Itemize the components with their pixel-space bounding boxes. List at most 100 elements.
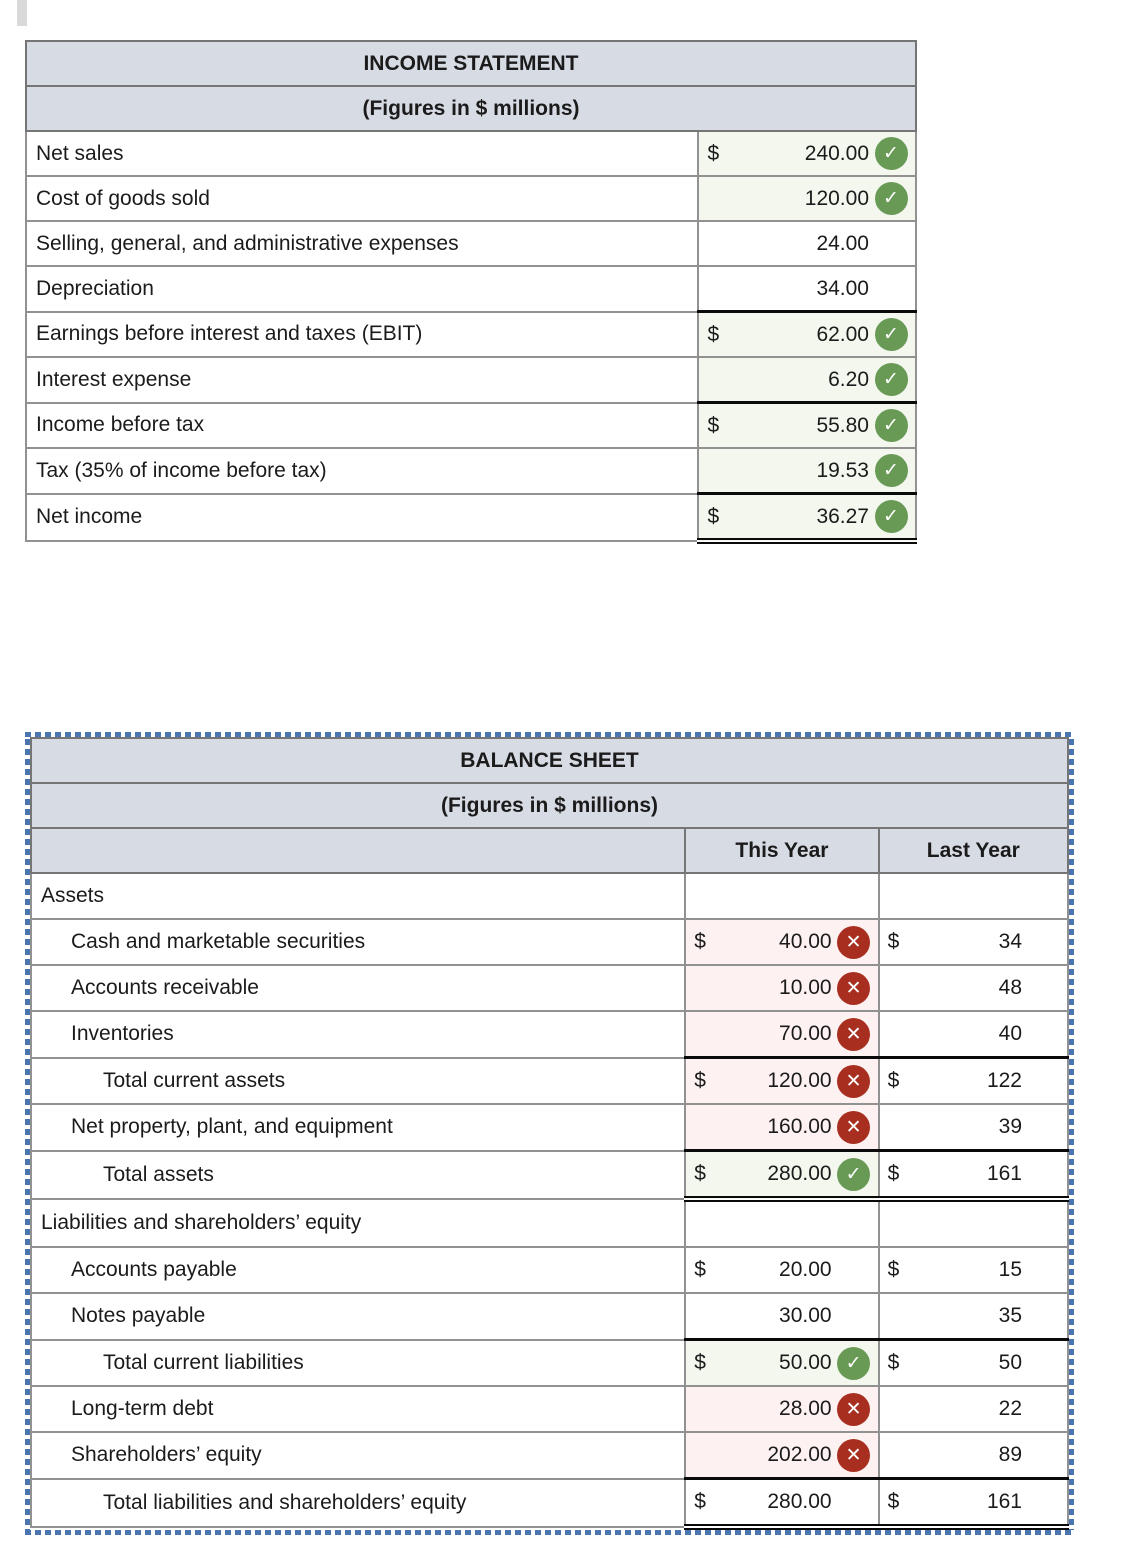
status-icon-box bbox=[837, 1253, 871, 1287]
income-statement-subtitle: (Figures in $ millions) bbox=[25, 85, 917, 132]
this-year-cell[interactable]: 70.00 ✕ bbox=[684, 1010, 880, 1059]
value-cell[interactable]: $ 55.80 ✓ bbox=[697, 401, 917, 449]
value-cell[interactable]: 19.53 ✓ bbox=[697, 447, 917, 495]
this-year-cell[interactable]: $ 280.00 ✓ bbox=[684, 1149, 880, 1202]
last-year-cell: $ 161 bbox=[877, 1477, 1070, 1530]
income-statement-table: INCOME STATEMENT (Figures in $ millions)… bbox=[24, 40, 917, 544]
row-label: Cash and marketable securities bbox=[29, 918, 687, 966]
amount: 50 bbox=[998, 1351, 1022, 1374]
amount: 48 bbox=[998, 976, 1022, 999]
status-icon-box: ✕ bbox=[837, 971, 871, 1005]
balance-sheet-selection-region: BALANCE SHEET (Figures in $ millions) Th… bbox=[25, 732, 1074, 1535]
x-icon: ✕ bbox=[837, 1064, 871, 1098]
dollar-sign: $ bbox=[887, 1069, 900, 1092]
last-year-cell: 35 bbox=[877, 1292, 1070, 1341]
dollar-sign: $ bbox=[694, 930, 706, 953]
row-label: Net property, plant, and equipment bbox=[29, 1103, 687, 1152]
this-year-cell: $ 20.00 bbox=[684, 1246, 880, 1294]
status-icon-box: ✕ bbox=[837, 1064, 871, 1098]
check-icon: ✓ bbox=[874, 500, 908, 533]
dollar-sign: $ bbox=[887, 1162, 900, 1185]
balance-sheet-title: BALANCE SHEET bbox=[30, 737, 1069, 784]
balance-row: Accounts payable $ 20.00 $ 15 bbox=[29, 1246, 1070, 1294]
status-icon-box: ✓ bbox=[874, 500, 908, 534]
value-cell[interactable]: $ 36.27 ✓ bbox=[697, 492, 917, 544]
table-row: BALANCE SHEET bbox=[30, 737, 1069, 784]
income-row: Net income $ 36.27 ✓ bbox=[24, 492, 917, 544]
last-year-cell: 89 bbox=[877, 1431, 1070, 1480]
status-icon-box bbox=[837, 1485, 871, 1519]
amount: 89 bbox=[998, 1443, 1022, 1466]
status-icon-box: ✓ bbox=[874, 454, 908, 488]
row-label: Total current assets bbox=[29, 1056, 687, 1105]
row-label: Net income bbox=[24, 492, 700, 542]
dollar-sign: $ bbox=[887, 1258, 900, 1281]
amount: 20.00 bbox=[779, 1258, 832, 1281]
dollar-sign: $ bbox=[887, 1490, 900, 1513]
this-year-cell[interactable]: 10.00 ✕ bbox=[684, 964, 880, 1012]
last-year-cell: 48 bbox=[877, 964, 1070, 1012]
check-icon: ✓ bbox=[837, 1157, 871, 1191]
balance-row: Accounts receivable 10.00 ✕ 48 bbox=[29, 964, 1070, 1012]
amount: 15 bbox=[998, 1258, 1022, 1281]
this-year-cell[interactable]: 160.00 ✕ bbox=[684, 1103, 880, 1152]
table-row: (Figures in $ millions) bbox=[25, 85, 917, 132]
column-header-last-year: Last Year bbox=[877, 827, 1070, 874]
this-year-cell: 30.00 bbox=[684, 1292, 880, 1341]
amount: 240.00 bbox=[804, 141, 869, 165]
row-label: Cost of goods sold bbox=[24, 175, 700, 222]
check-icon: ✓ bbox=[874, 409, 908, 442]
income-row: Depreciation 34.00 bbox=[24, 265, 917, 313]
row-label: Shareholders’ equity bbox=[29, 1431, 687, 1480]
row-label: Notes payable bbox=[29, 1292, 687, 1341]
this-year-cell[interactable]: $ 50.00 ✓ bbox=[684, 1338, 880, 1387]
this-year-cell[interactable]: 28.00 ✕ bbox=[684, 1385, 880, 1433]
this-year-cell[interactable]: 202.00 ✕ bbox=[684, 1431, 880, 1480]
dollar-sign: $ bbox=[707, 504, 720, 528]
value-cell: 24.00 bbox=[697, 220, 917, 267]
amount: 22 bbox=[998, 1397, 1022, 1420]
value-cell[interactable]: 120.00 ✓ bbox=[697, 175, 917, 222]
this-year-cell bbox=[684, 1198, 880, 1248]
scrollbar-fragment[interactable] bbox=[17, 0, 27, 26]
income-row: Income before tax $ 55.80 ✓ bbox=[24, 401, 917, 449]
x-icon: ✕ bbox=[837, 971, 871, 1005]
last-year-cell: 39 bbox=[877, 1103, 1070, 1152]
status-icon-box: ✕ bbox=[837, 925, 871, 959]
amount: 70.00 bbox=[779, 1022, 832, 1045]
status-icon-box: ✓ bbox=[837, 1157, 871, 1191]
amount: 120.00 bbox=[767, 1069, 832, 1092]
section-label: Assets bbox=[29, 872, 687, 920]
row-label: Earnings before interest and taxes (EBIT… bbox=[24, 310, 700, 358]
income-statement-title: INCOME STATEMENT bbox=[25, 40, 917, 87]
status-icon-box: ✓ bbox=[874, 182, 908, 216]
status-icon-box: ✓ bbox=[874, 137, 908, 171]
amount: 55.80 bbox=[816, 413, 869, 437]
amount: 10.00 bbox=[779, 976, 832, 999]
amount: 24.00 bbox=[816, 231, 869, 255]
dollar-sign: $ bbox=[887, 1351, 900, 1374]
income-row: Earnings before interest and taxes (EBIT… bbox=[24, 310, 917, 358]
amount: 160.00 bbox=[767, 1115, 832, 1138]
balance-row: Long-term debt 28.00 ✕ 22 bbox=[29, 1385, 1070, 1433]
value-cell[interactable]: 6.20 ✓ bbox=[697, 356, 917, 404]
row-label: Long-term debt bbox=[29, 1385, 687, 1433]
table-row: (Figures in $ millions) bbox=[30, 782, 1069, 829]
row-label: Selling, general, and administrative exp… bbox=[24, 220, 700, 267]
balance-row: Total current liabilities $ 50.00 ✓ $ 50 bbox=[29, 1338, 1070, 1387]
check-icon: ✓ bbox=[874, 454, 908, 487]
table-row: This Year Last Year bbox=[29, 827, 1070, 874]
value-cell[interactable]: $ 240.00 ✓ bbox=[697, 130, 917, 177]
status-icon-box bbox=[837, 1299, 871, 1333]
section-label: Liabilities and shareholders’ equity bbox=[29, 1198, 687, 1248]
row-label: Tax (35% of income before tax) bbox=[24, 447, 700, 495]
balance-row: Shareholders’ equity 202.00 ✕ 89 bbox=[29, 1431, 1070, 1480]
this-year-cell: $ 280.00 bbox=[684, 1477, 880, 1530]
status-icon-box bbox=[874, 272, 908, 306]
this-year-cell[interactable]: $ 120.00 ✕ bbox=[684, 1056, 880, 1105]
value-cell[interactable]: $ 62.00 ✓ bbox=[697, 310, 917, 358]
status-icon-box: ✕ bbox=[837, 1110, 871, 1144]
status-icon-box: ✓ bbox=[874, 363, 908, 397]
this-year-cell[interactable]: $ 40.00 ✕ bbox=[684, 918, 880, 966]
last-year-cell: $ 122 bbox=[877, 1056, 1070, 1105]
